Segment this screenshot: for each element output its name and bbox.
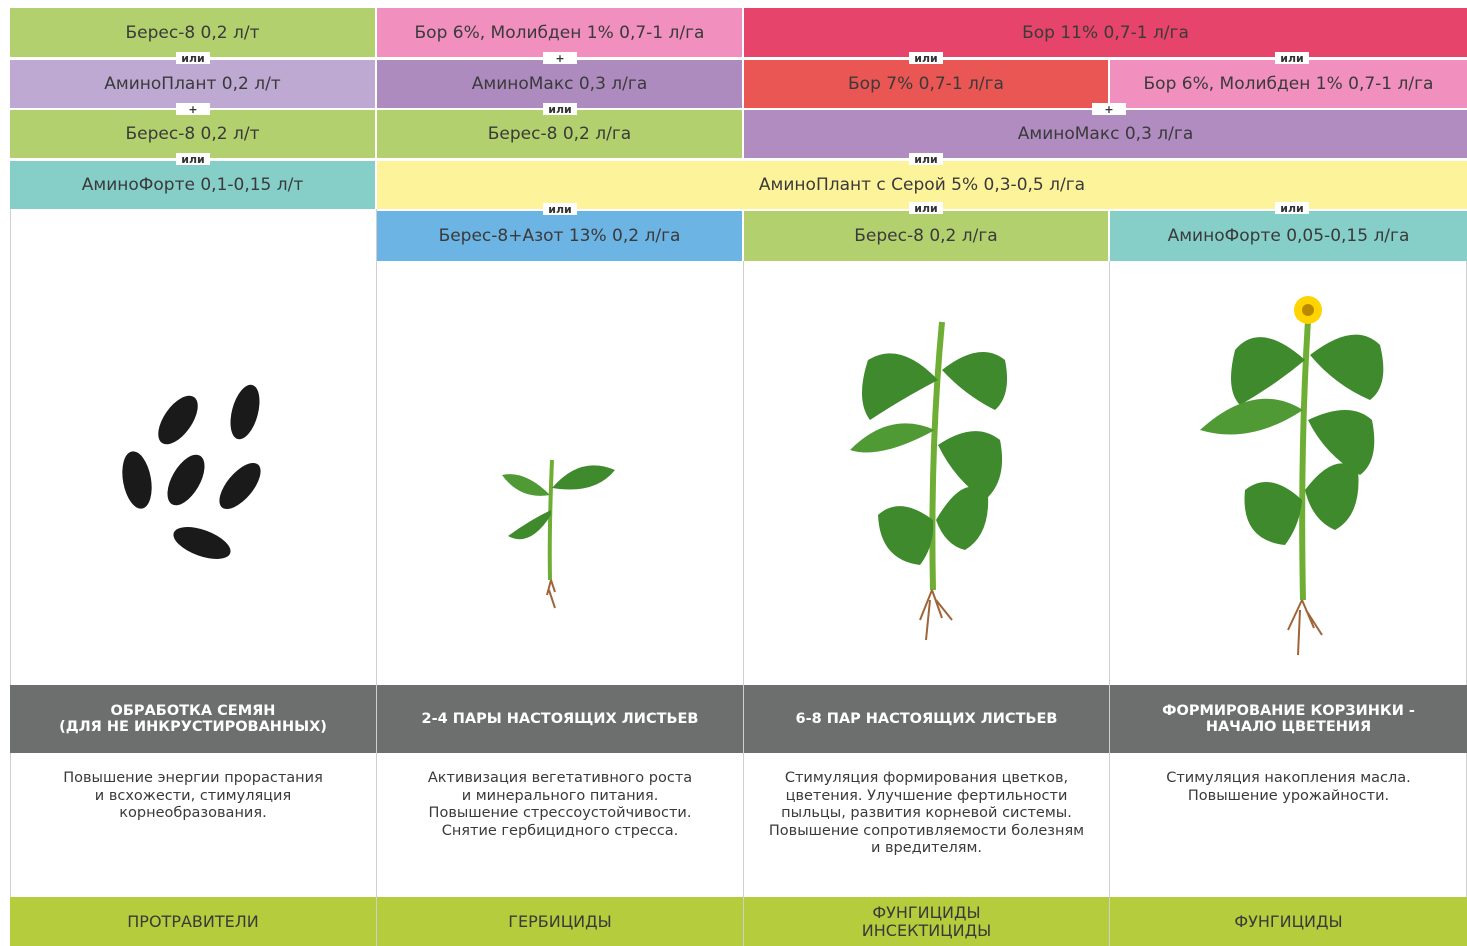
seeds: [118, 382, 268, 566]
stage-title: ФОРМИРОВАНИЕ КОРЗИНКИ -НАЧАЛО ЦВЕТЕНИЯ: [1110, 685, 1467, 753]
stage-title-line: 2-4 ПАРЫ НАСТОЯЩИХ ЛИСТЬЕВ: [422, 711, 699, 727]
description-line: и вредителям.: [871, 840, 982, 858]
connector-label: +: [176, 103, 210, 115]
stage-title-line: (ДЛЯ НЕ ИНКРУСТИРОВАННЫХ): [59, 719, 327, 735]
connector-label: +: [543, 52, 577, 64]
category-line: ФУНГИЦИДЫ: [872, 904, 980, 922]
stage-description: Стимуляция формирования цветков,цветения…: [744, 770, 1109, 858]
connector-label: или: [909, 153, 943, 165]
description-line: Снятие гербицидного стресса.: [442, 823, 679, 841]
infographic: Берес-8 0,2 л/тБор 6%, Молибден 1% 0,7-1…: [0, 0, 1467, 946]
protection-category: ПРОТРАВИТЕЛИ: [10, 897, 376, 946]
connector-label: или: [543, 203, 577, 215]
stage-description: Стимуляция накопления масла.Повышение ур…: [1110, 770, 1467, 805]
stage-title-line: ОБРАБОТКА СЕМЯН: [111, 703, 276, 719]
product-cell: АминоПлант 0,2 л/т: [10, 60, 375, 108]
product-cell: Берес-8 0,2 л/га: [377, 110, 742, 158]
column-divider: [1109, 261, 1110, 946]
category-line: ПРОТРАВИТЕЛИ: [127, 913, 258, 931]
stage-title: 2-4 ПАРЫ НАСТОЯЩИХ ЛИСТЬЕВ: [377, 685, 743, 753]
plant-mid: [850, 322, 1007, 640]
connector-label: или: [176, 153, 210, 165]
product-cell: Берес-8 0,2 л/т: [10, 8, 375, 57]
product-cell: АминоФорте 0,05-0,15 л/га: [1110, 211, 1467, 261]
description-line: Стимуляция формирования цветков,: [785, 770, 1068, 788]
product-cell: АминоМакс 0,3 л/га: [744, 110, 1467, 158]
description-line: Активизация вегетативного роста: [428, 770, 692, 788]
description-line: Стимуляция накопления масла.: [1166, 770, 1411, 788]
category-line: ИНСЕКТИЦИДЫ: [862, 922, 991, 940]
protection-category: ФУНГИЦИДЫ: [1110, 897, 1467, 946]
stage-title-line: 6-8 ПАР НАСТОЯЩИХ ЛИСТЬЕВ: [796, 711, 1058, 727]
description-line: цветения. Улучшение фертильности: [786, 788, 1068, 806]
connector-label: или: [909, 52, 943, 64]
product-cell: Бор 6%, Молибден 1% 0,7-1 л/га: [377, 8, 742, 57]
product-cell: Бор 11% 0,7-1 л/га: [744, 8, 1467, 57]
connector-label: или: [909, 202, 943, 214]
connector-label: или: [1275, 52, 1309, 64]
seedling: [502, 460, 615, 608]
description-line: корнеобразования.: [119, 805, 266, 823]
connector-label: или: [543, 103, 577, 115]
description-line: Повышение стрессоустойчивости.: [429, 805, 692, 823]
product-cell: Бор 7% 0,7-1 л/га: [744, 60, 1108, 108]
plant-flowering: [1200, 296, 1383, 655]
product-cell: Бор 6%, Молибден 1% 0,7-1 л/га: [1110, 60, 1467, 108]
protection-category: ГЕРБИЦИДЫ: [377, 897, 743, 946]
description-line: и минерального питания.: [462, 788, 659, 806]
product-cell: Берес-8+Азот 13% 0,2 л/га: [377, 211, 742, 261]
category-line: ФУНГИЦИДЫ: [1234, 913, 1342, 931]
product-cell: АминоФорте 0,1-0,15 л/т: [10, 161, 375, 209]
connector-label: или: [1275, 202, 1309, 214]
stage-title: 6-8 ПАР НАСТОЯЩИХ ЛИСТЬЕВ: [744, 685, 1109, 753]
product-cell: Берес-8 0,2 л/т: [10, 110, 375, 158]
description-line: Повышение урожайности.: [1188, 788, 1389, 806]
connector-label: +: [1092, 103, 1126, 115]
stage-title-line: ФОРМИРОВАНИЕ КОРЗИНКИ -: [1162, 703, 1415, 719]
description-line: Повышение энергии прорастания: [63, 770, 323, 788]
connector-label: или: [176, 52, 210, 64]
product-cell: Берес-8 0,2 л/га: [744, 211, 1108, 261]
description-line: пыльцы, развития корневой системы.: [781, 805, 1072, 823]
stage-title: ОБРАБОТКА СЕМЯН(ДЛЯ НЕ ИНКРУСТИРОВАННЫХ): [10, 685, 376, 753]
column-divider: [10, 209, 11, 946]
category-line: ГЕРБИЦИДЫ: [508, 913, 611, 931]
description-line: Повышение сопротивляемости болезням: [769, 823, 1084, 841]
description-line: и всхожести, стимуляция: [95, 788, 291, 806]
stage-title-line: НАЧАЛО ЦВЕТЕНИЯ: [1206, 719, 1371, 735]
product-cell: АминоМакс 0,3 л/га: [377, 60, 742, 108]
